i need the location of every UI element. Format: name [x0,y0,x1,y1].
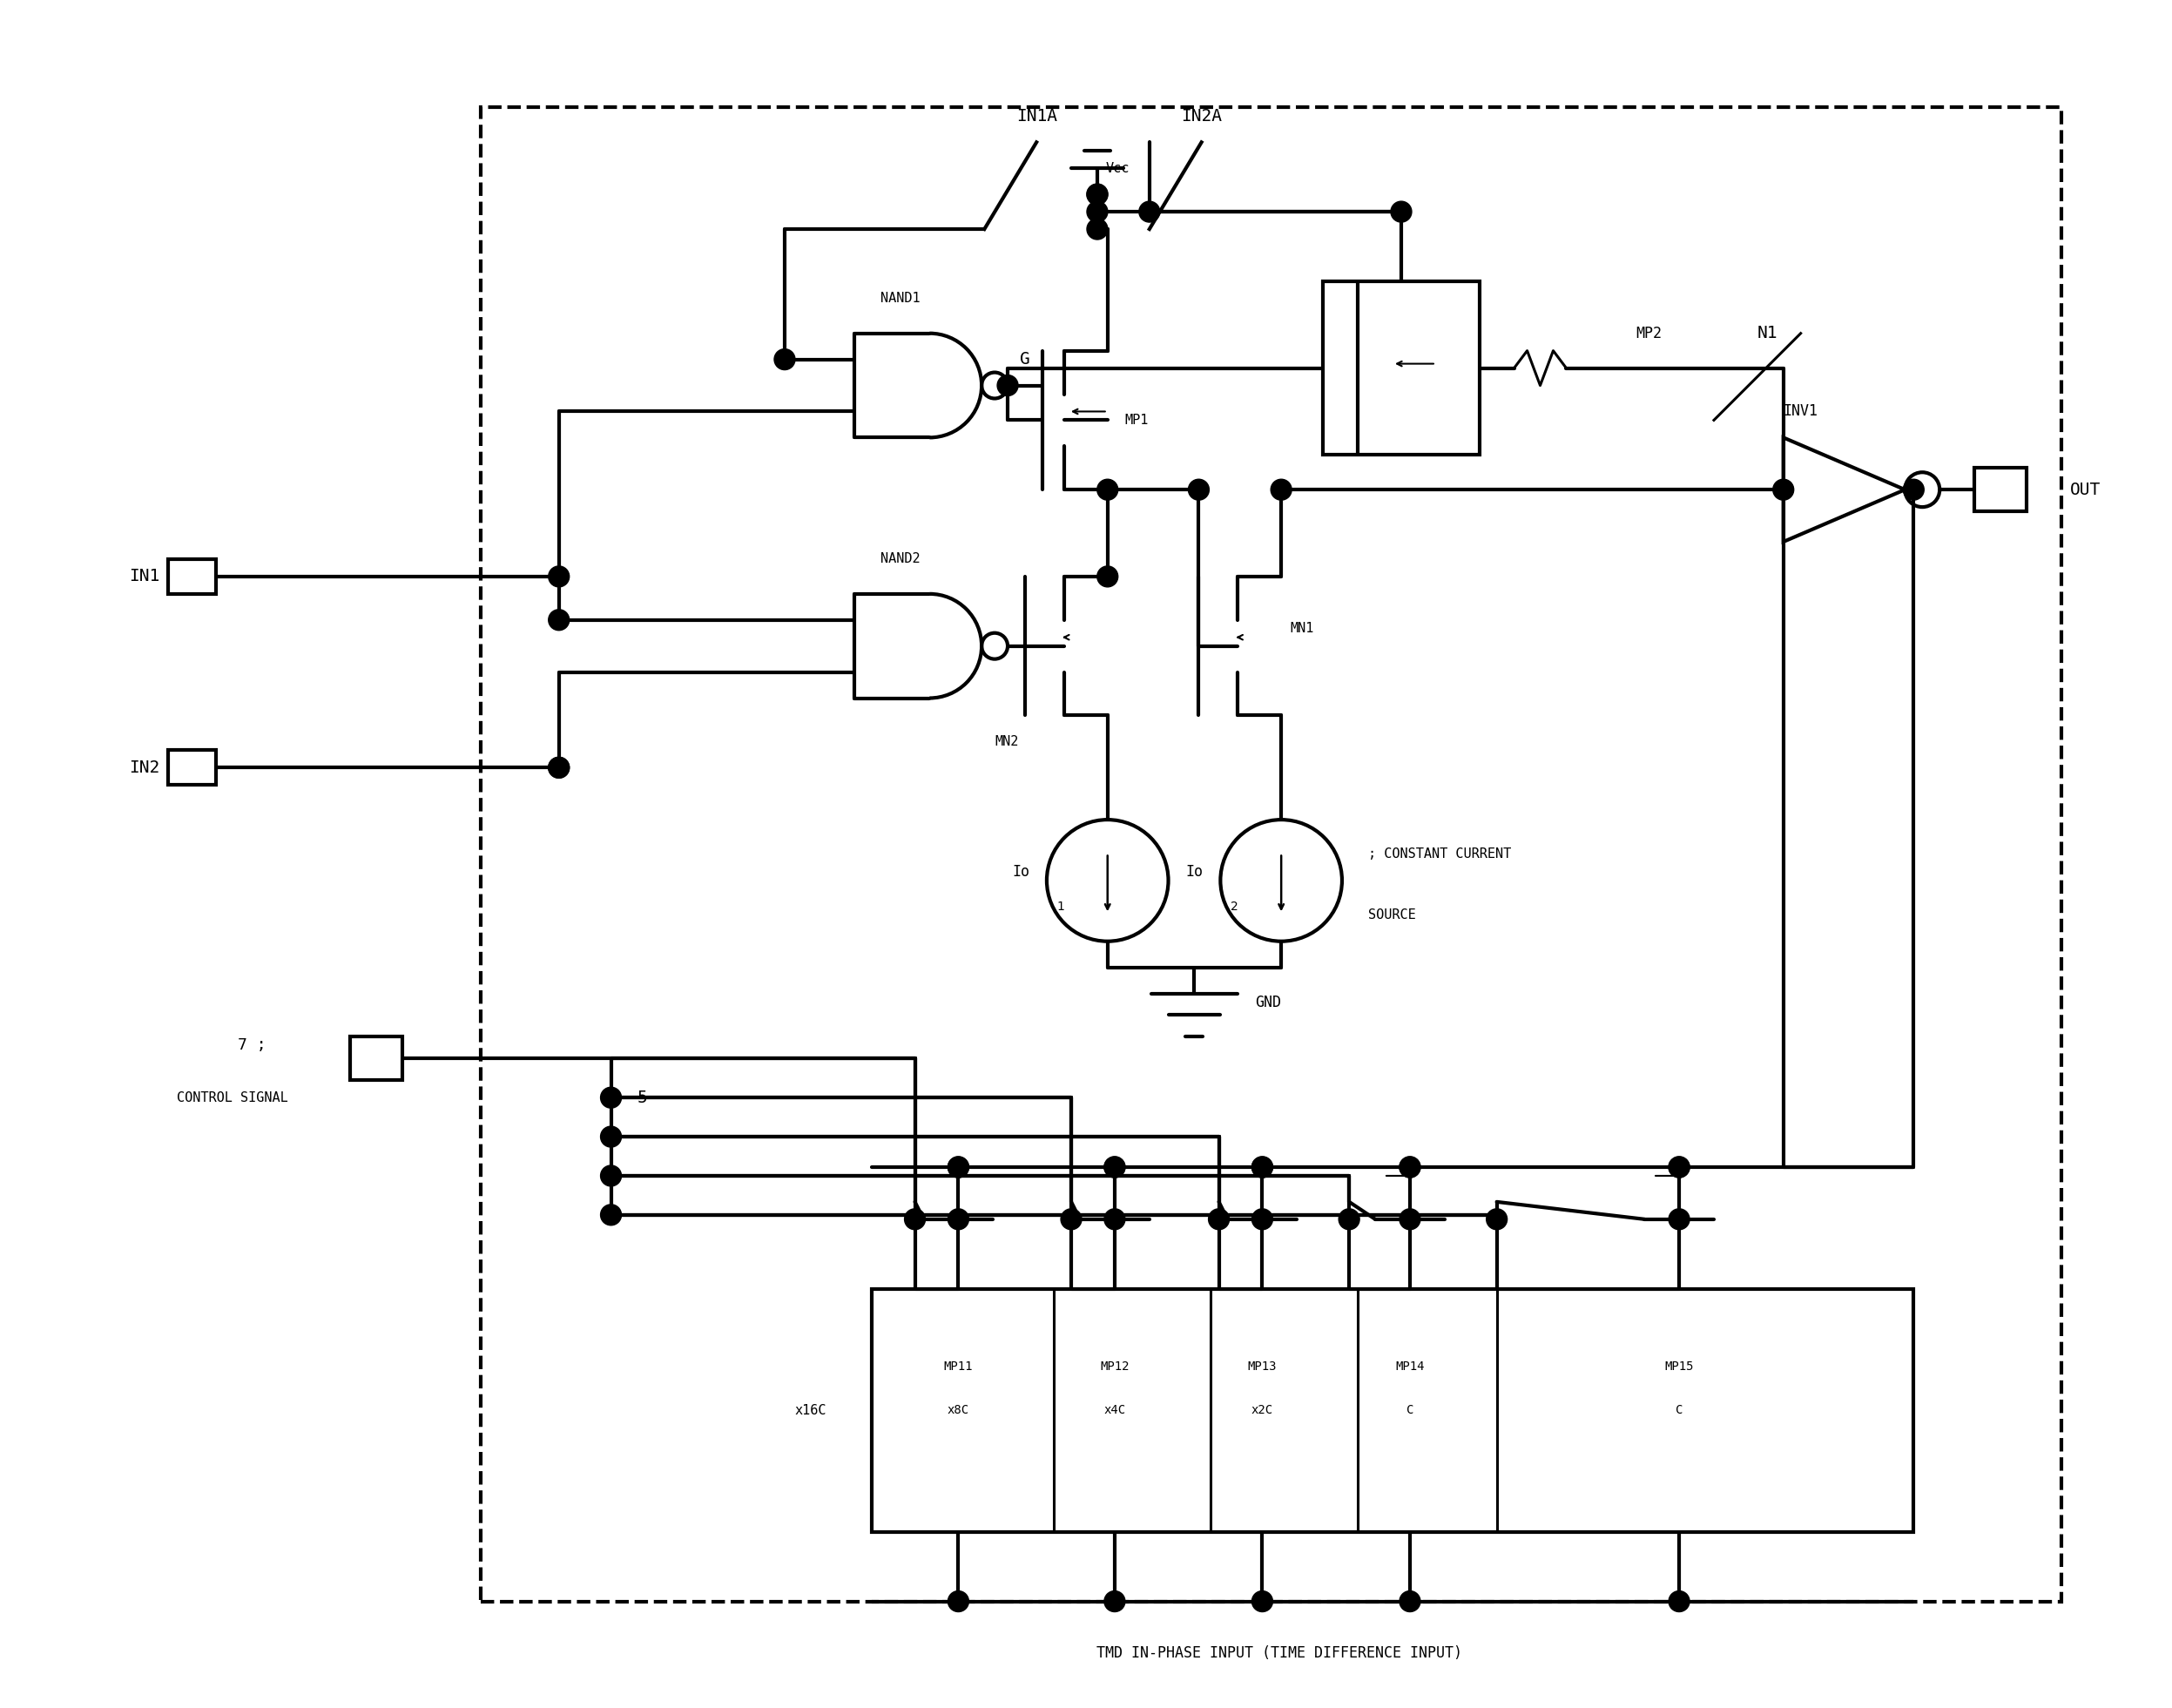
Text: x2C: x2C [1251,1404,1273,1416]
Circle shape [1772,480,1794,500]
Circle shape [947,1156,969,1177]
Circle shape [599,1204,621,1225]
Circle shape [1399,1590,1420,1612]
Circle shape [1399,1209,1420,1230]
Bar [480,108,2061,1602]
Circle shape [550,757,569,779]
Circle shape [1103,1156,1125,1177]
Text: Io: Io [1012,864,1030,880]
Text: 1: 1 [1056,900,1064,912]
Text: 7 ;: 7 ; [237,1038,265,1054]
Circle shape [1251,1156,1273,1177]
Text: N1: N1 [1757,325,1777,342]
Bar [1974,468,2026,511]
Text: C: C [1675,1404,1683,1416]
Circle shape [550,757,569,779]
Text: C: C [1405,1404,1414,1416]
Circle shape [1103,1590,1125,1612]
Circle shape [1138,202,1160,222]
Text: Vcc: Vcc [1106,162,1129,174]
Circle shape [1086,219,1108,239]
Text: OUT: OUT [2070,482,2100,499]
Circle shape [947,1156,969,1177]
Circle shape [904,1209,925,1230]
Circle shape [1188,480,1210,500]
Bar [167,750,215,786]
Text: NAND2: NAND2 [880,553,921,565]
Circle shape [599,1088,621,1108]
Circle shape [550,610,569,630]
Text: CONTROL SIGNAL: CONTROL SIGNAL [176,1091,289,1103]
Text: MP15: MP15 [1664,1361,1694,1373]
Text: x8C: x8C [947,1404,969,1416]
Circle shape [1251,1156,1273,1177]
Circle shape [1086,202,1108,222]
Text: MP1: MP1 [1125,413,1149,427]
Text: Io: Io [1186,864,1203,880]
Circle shape [599,1126,621,1148]
Bar [1323,282,1479,454]
Bar [350,1037,402,1079]
Text: MP14: MP14 [1394,1361,1425,1373]
Circle shape [1338,1209,1360,1230]
Bar [871,1290,1914,1532]
Bar [167,559,215,594]
Circle shape [1668,1590,1690,1612]
Circle shape [1903,480,1924,500]
Circle shape [1399,1156,1420,1177]
Text: MP2: MP2 [1636,326,1662,342]
Circle shape [1271,480,1292,500]
Text: MP13: MP13 [1247,1361,1277,1373]
Circle shape [1086,184,1108,205]
Text: MP11: MP11 [945,1361,973,1373]
Circle shape [1251,1209,1273,1230]
Circle shape [1103,1156,1125,1177]
Circle shape [773,348,795,371]
Circle shape [1251,1590,1273,1612]
Text: IN1: IN1 [128,569,159,584]
Text: MN1: MN1 [1290,622,1314,635]
Circle shape [599,1165,621,1187]
Text: x16C: x16C [795,1404,828,1418]
Text: GND: GND [1255,994,1281,1009]
Circle shape [1486,1209,1507,1230]
Circle shape [1103,1209,1125,1230]
Circle shape [1097,480,1119,500]
Circle shape [1086,184,1108,205]
Circle shape [1208,1209,1229,1230]
Circle shape [1668,1209,1690,1230]
Text: INV1: INV1 [1783,403,1818,420]
Circle shape [947,1209,969,1230]
Text: G: G [1021,352,1030,367]
Circle shape [1390,202,1412,222]
Circle shape [1668,1156,1690,1177]
Text: SOURCE: SOURCE [1368,909,1416,922]
Text: MP12: MP12 [1099,1361,1129,1373]
Text: 2: 2 [1229,900,1238,912]
Text: x4C: x4C [1103,1404,1125,1416]
Circle shape [997,376,1019,396]
Text: TMD IN-PHASE INPUT (TIME DIFFERENCE INPUT): TMD IN-PHASE INPUT (TIME DIFFERENCE INPU… [1097,1645,1462,1662]
Text: 5: 5 [636,1090,647,1105]
Circle shape [1668,1156,1690,1177]
Text: ; CONSTANT CURRENT: ; CONSTANT CURRENT [1368,847,1512,861]
Circle shape [947,1590,969,1612]
Circle shape [1097,565,1119,588]
Circle shape [1060,1209,1082,1230]
Text: IN2: IN2 [128,760,159,775]
Text: MN2: MN2 [995,734,1019,748]
Circle shape [1399,1156,1420,1177]
Text: IN1A: IN1A [1016,108,1058,125]
Text: NAND1: NAND1 [880,292,921,306]
Text: IN2A: IN2A [1182,108,1223,125]
Circle shape [550,565,569,588]
